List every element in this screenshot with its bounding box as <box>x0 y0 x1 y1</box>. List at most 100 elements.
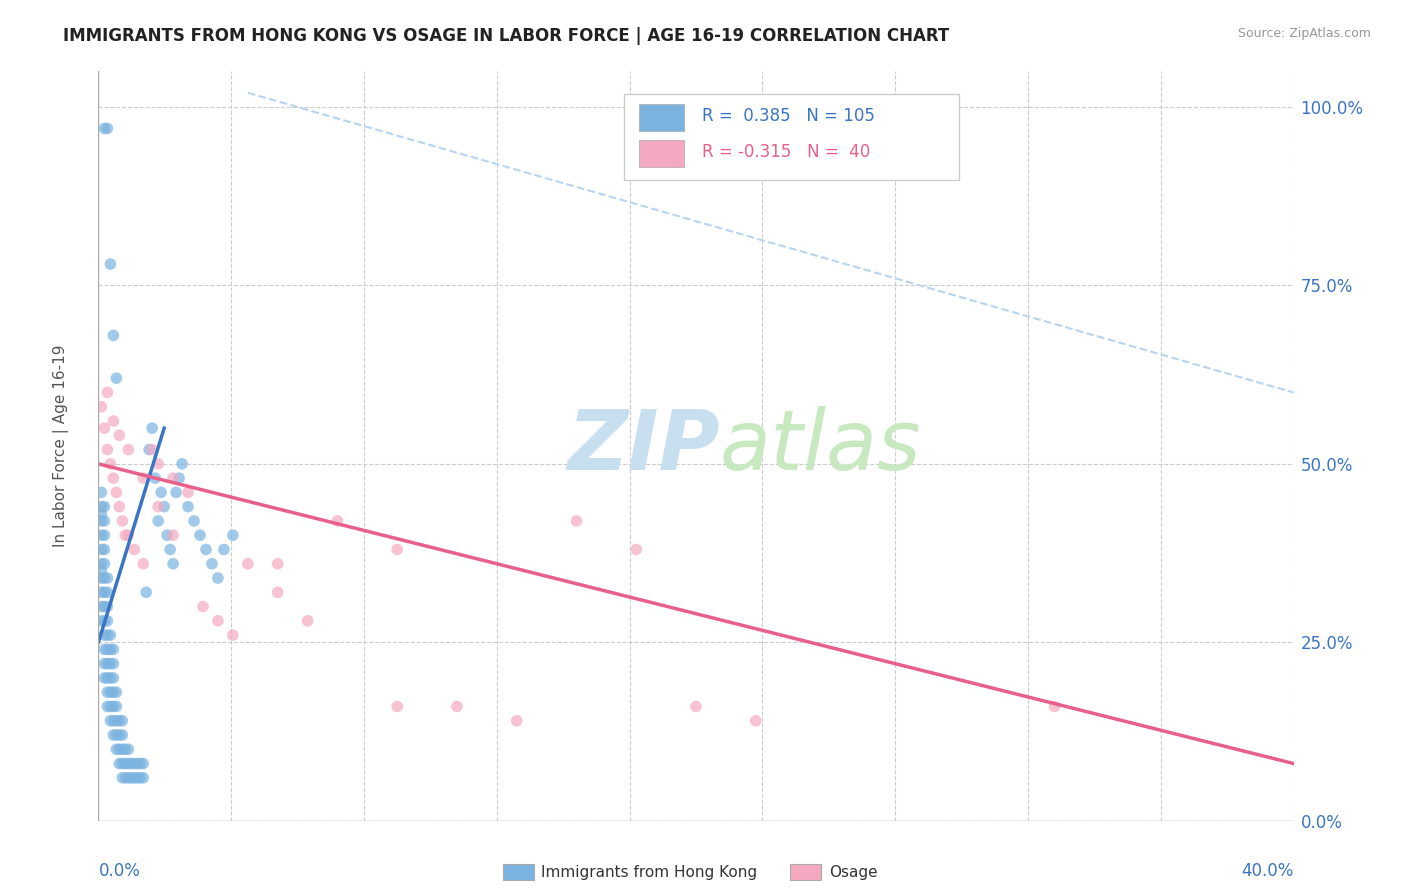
Point <box>103 657 125 671</box>
Point <box>93 585 115 599</box>
Bar <box>638 103 685 130</box>
Point <box>93 421 115 435</box>
Point <box>103 471 125 485</box>
Text: R =  0.385   N = 105: R = 0.385 N = 105 <box>702 106 875 125</box>
Point <box>148 500 170 514</box>
Point <box>114 742 136 756</box>
Point <box>446 699 468 714</box>
Point <box>96 628 118 642</box>
Text: ZIP: ZIP <box>567 406 720 486</box>
Point <box>90 614 112 628</box>
Point <box>105 485 128 500</box>
Point <box>177 500 200 514</box>
Point <box>98 457 122 471</box>
Point <box>506 714 529 728</box>
Point <box>153 500 176 514</box>
Point <box>93 657 115 671</box>
Point <box>127 771 149 785</box>
Point <box>685 699 707 714</box>
Point <box>103 699 125 714</box>
Point <box>103 714 125 728</box>
Point <box>127 756 149 771</box>
Point <box>96 585 118 599</box>
Point <box>148 514 170 528</box>
Point <box>124 756 146 771</box>
Point <box>98 657 122 671</box>
Point <box>93 557 115 571</box>
Point <box>108 756 131 771</box>
Point <box>124 542 146 557</box>
Point <box>172 457 194 471</box>
Point <box>326 514 349 528</box>
Point <box>129 771 152 785</box>
Point <box>132 557 155 571</box>
Point <box>117 442 139 457</box>
Point <box>148 457 170 471</box>
Point <box>114 756 136 771</box>
Point <box>745 714 768 728</box>
Point <box>212 542 235 557</box>
Point <box>132 756 155 771</box>
Point <box>96 657 118 671</box>
Point <box>201 557 224 571</box>
Point <box>96 614 118 628</box>
Point <box>222 528 245 542</box>
Point <box>111 714 134 728</box>
Point <box>132 471 155 485</box>
Point <box>111 742 134 756</box>
Point <box>108 714 131 728</box>
Point <box>117 756 139 771</box>
Point <box>267 585 290 599</box>
Point <box>138 442 160 457</box>
Point <box>93 642 115 657</box>
Point <box>162 528 184 542</box>
Point <box>159 542 181 557</box>
Point <box>129 756 152 771</box>
Point <box>565 514 588 528</box>
Point <box>111 514 134 528</box>
Point <box>150 485 173 500</box>
Point <box>108 500 131 514</box>
Text: Osage: Osage <box>830 865 879 880</box>
Point <box>90 585 112 599</box>
Point <box>96 121 118 136</box>
Bar <box>638 139 685 167</box>
Point <box>93 614 115 628</box>
Point <box>96 699 118 714</box>
Point <box>98 699 122 714</box>
Point <box>177 485 200 500</box>
Point <box>96 599 118 614</box>
Point <box>90 571 112 585</box>
Text: 0.0%: 0.0% <box>98 862 141 880</box>
Point <box>98 714 122 728</box>
Point <box>105 685 128 699</box>
Text: In Labor Force | Age 16-19: In Labor Force | Age 16-19 <box>52 344 69 548</box>
Point <box>207 614 229 628</box>
Point <box>103 414 125 428</box>
Point <box>90 514 112 528</box>
Point <box>132 771 155 785</box>
Point <box>103 728 125 742</box>
Point <box>93 599 115 614</box>
Point <box>108 428 131 442</box>
Point <box>103 642 125 657</box>
Point <box>385 699 409 714</box>
Text: Immigrants from Hong Kong: Immigrants from Hong Kong <box>541 865 758 880</box>
Point <box>267 557 290 571</box>
Point <box>156 528 179 542</box>
Point <box>93 500 115 514</box>
Point <box>90 599 112 614</box>
Point <box>103 671 125 685</box>
Point <box>93 528 115 542</box>
Point <box>96 571 118 585</box>
Point <box>195 542 218 557</box>
Point <box>90 564 112 578</box>
Point <box>236 557 259 571</box>
Point <box>297 614 319 628</box>
Point <box>117 771 139 785</box>
Point <box>105 742 128 756</box>
Point <box>135 585 157 599</box>
Text: atlas: atlas <box>720 406 921 486</box>
Point <box>93 628 115 642</box>
Point <box>90 528 112 542</box>
